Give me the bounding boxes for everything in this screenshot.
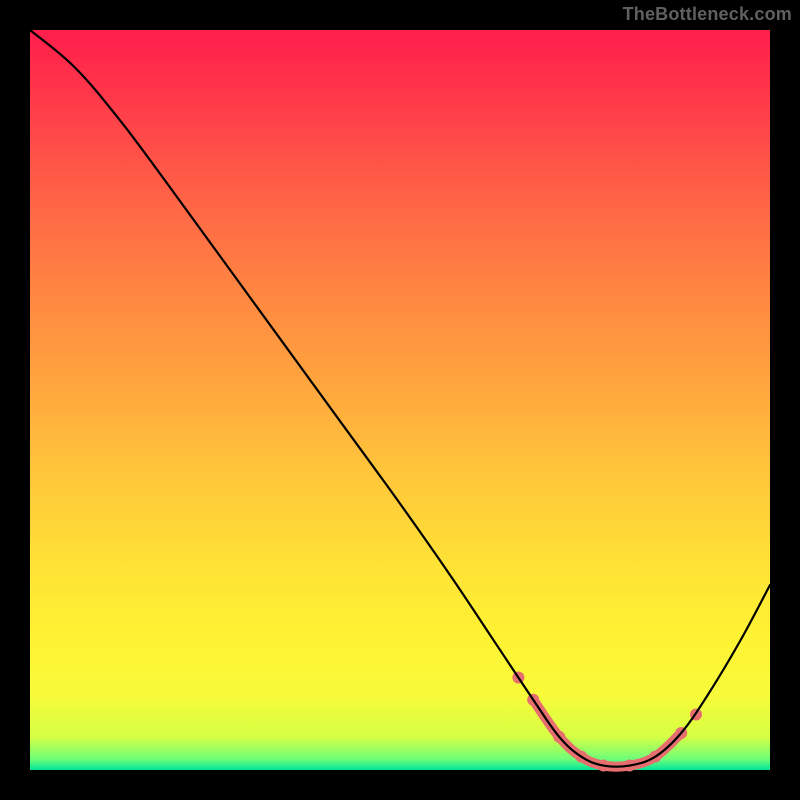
- bottleneck-chart: TheBottleneck.com: [0, 0, 800, 800]
- plot-background: [30, 30, 770, 770]
- chart-canvas: [0, 0, 800, 800]
